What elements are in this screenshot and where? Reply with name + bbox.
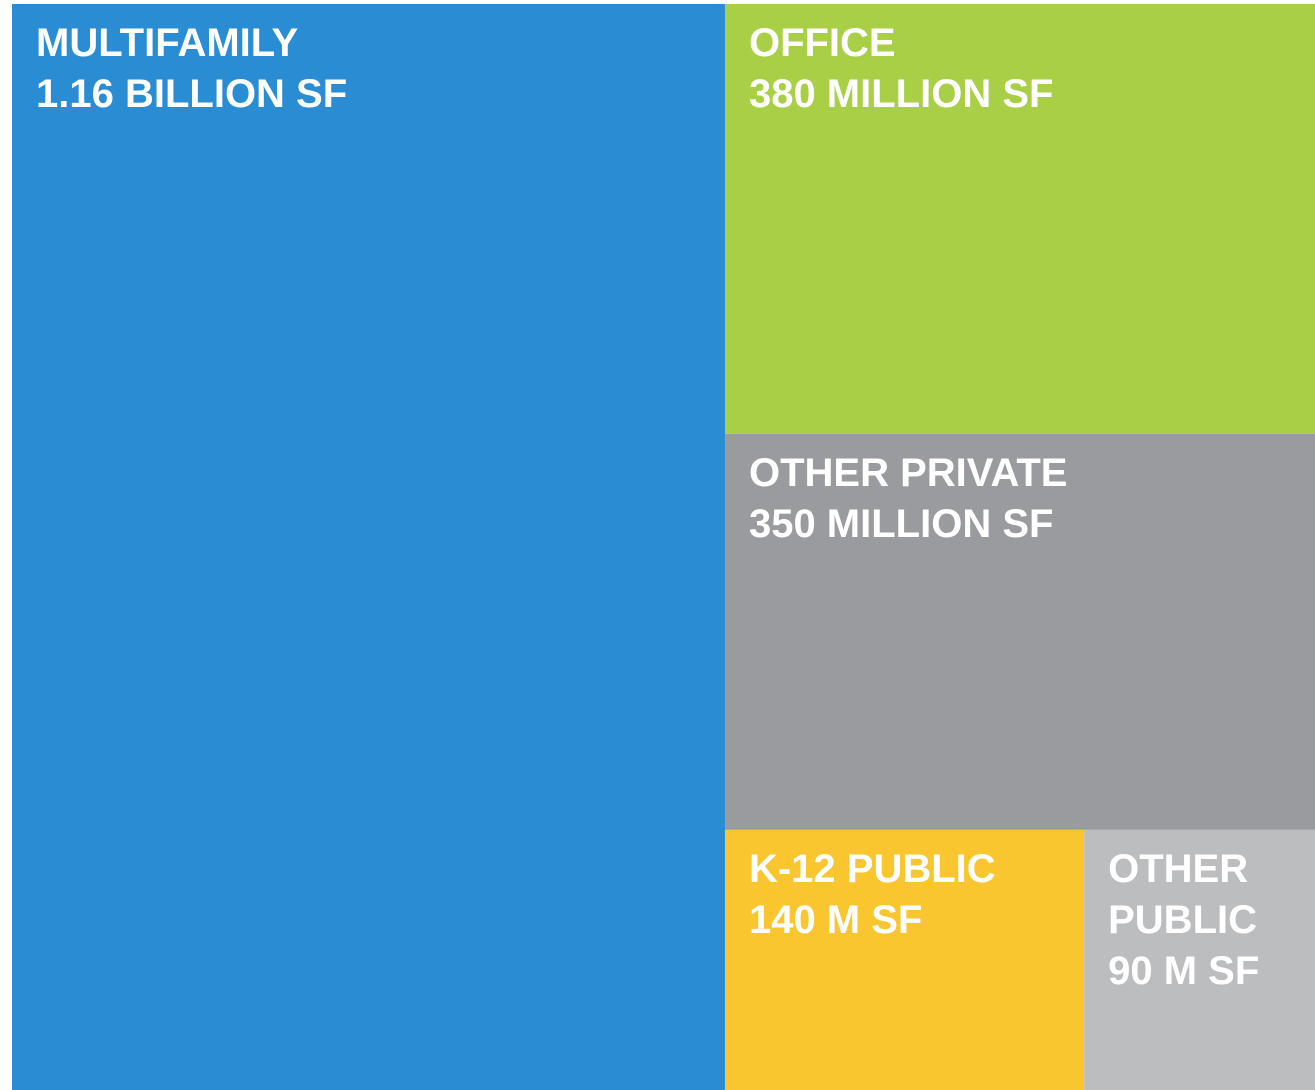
tile-label: 90 M SF: [1108, 949, 1259, 993]
tile: [724, 4, 1315, 434]
tile-label: OTHER PUBLIC: [1108, 847, 1259, 942]
tile: [724, 829, 1085, 1090]
tile: [724, 433, 1315, 830]
tile-label: OFFICE: [749, 21, 896, 65]
tile-label: MULTIFAMILY: [36, 21, 299, 65]
tile-label: 140 M SF: [749, 898, 922, 942]
tile-label: K-12 PUBLIC: [749, 847, 996, 891]
tile-label: 380 MILLION SF: [749, 72, 1054, 116]
tile: [1084, 829, 1315, 1090]
tile-label: 1.16 BILLION SF: [36, 72, 347, 116]
tile-label: OTHER PRIVATE: [749, 451, 1068, 495]
tile-label: 350 MILLION SF: [749, 502, 1054, 546]
tile: [12, 4, 725, 1090]
